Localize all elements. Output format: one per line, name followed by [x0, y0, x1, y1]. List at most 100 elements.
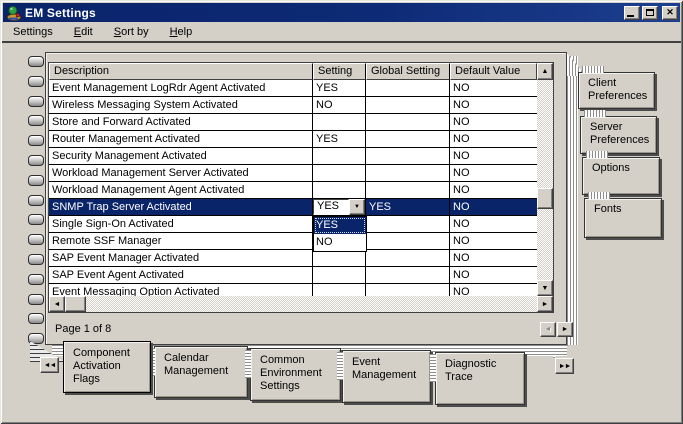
minimize-button[interactable] [624, 5, 640, 20]
bottom-tab-label: Calendar Management [164, 352, 229, 377]
vertical-scroll-track[interactable] [537, 80, 553, 280]
combo-option-yes[interactable]: YES [314, 217, 366, 234]
table-row: SAP Event Manager Activated NO [49, 250, 537, 267]
scroll-left-button[interactable]: ◄ [49, 296, 65, 312]
cell-default-value[interactable]: NO [453, 252, 470, 264]
setting-combo: YES ▼ [313, 199, 365, 215]
cell-global-setting[interactable] [366, 114, 450, 130]
cell-global-setting[interactable] [366, 250, 450, 266]
cell-default-value[interactable]: NO [453, 99, 470, 111]
cell-setting[interactable] [313, 165, 366, 181]
titlebar[interactable]: EM Settings ✕ [3, 3, 680, 22]
menu-item-sort-by[interactable]: Sort by [113, 25, 149, 38]
cell-global-setting[interactable] [366, 267, 450, 283]
menubar: Settings Edit Sort by Help [3, 22, 680, 41]
menu-item-help[interactable]: Help [169, 25, 193, 38]
cell-setting[interactable]: NO [313, 97, 366, 113]
scroll-right-corner-button[interactable]: ► [537, 296, 553, 312]
menu-item-edit[interactable]: Edit [73, 25, 93, 38]
column-header-global-setting[interactable]: Global Setting [366, 63, 450, 80]
cell-description[interactable]: SAP Event Agent Activated [49, 267, 313, 283]
scroll-right-icon: ► [541, 300, 549, 308]
cell-setting[interactable] [313, 250, 366, 266]
cell-description[interactable]: Single Sign-On Activated [49, 216, 313, 232]
column-header-description[interactable]: Description [49, 63, 313, 80]
cell-global-setting[interactable] [366, 182, 450, 198]
cell-default-value[interactable]: NO [453, 235, 470, 247]
tab-calendar-management[interactable]: Calendar Management [149, 346, 248, 398]
side-tab-client-preferences[interactable]: Client Preferences [578, 66, 655, 109]
cell-global-setting[interactable] [366, 148, 450, 164]
previous-page-button[interactable]: ◄ [540, 322, 556, 337]
tab-common-environment-settings[interactable]: Common Environment Settings [245, 348, 341, 401]
cell-global-setting[interactable] [366, 131, 450, 147]
cell-default-value[interactable]: NO [453, 184, 470, 196]
table-row: Store and Forward Activated NO [49, 114, 537, 131]
menu-item-settings[interactable]: Settings [13, 25, 53, 38]
cell-description[interactable]: SNMP Trap Server Activated [49, 199, 313, 215]
cell-description[interactable]: Security Management Activated [49, 148, 313, 164]
cell-global-setting[interactable] [366, 97, 450, 113]
setting-combo-value[interactable]: YES [313, 199, 349, 215]
scroll-tabs-left-button[interactable]: ◄◄ [40, 357, 59, 373]
side-tab-options[interactable]: Options [582, 151, 660, 195]
cell-setting[interactable] [313, 148, 366, 164]
side-tab-fonts[interactable]: Fonts [584, 192, 662, 238]
cell-setting[interactable]: YES [313, 80, 366, 96]
combo-option-no[interactable]: NO [314, 234, 366, 251]
horizontal-scroll-thumb[interactable] [65, 296, 86, 312]
scroll-up-button[interactable]: ▲ [537, 63, 553, 80]
cell-description[interactable]: Workload Management Server Activated [49, 165, 313, 181]
cell-default-value[interactable]: NO [453, 286, 470, 296]
cell-setting[interactable] [313, 267, 366, 283]
tab-diagnostic-trace[interactable]: Diagnostic Trace [430, 352, 525, 405]
cell-default-value[interactable]: NO [453, 150, 470, 162]
maximize-button[interactable] [642, 5, 658, 20]
horizontal-scroll-track[interactable] [65, 296, 537, 312]
cell-global-setting[interactable]: YES [366, 199, 450, 215]
cell-description[interactable]: Remote SSF Manager [49, 233, 313, 249]
cell-setting[interactable] [313, 114, 366, 130]
cell-default-value[interactable]: NO [453, 167, 470, 179]
next-page-button[interactable]: ► [557, 322, 573, 337]
column-header-default-value[interactable]: Default Value [450, 63, 537, 80]
scroll-down-button[interactable]: ▼ [537, 280, 553, 296]
cell-setting[interactable] [313, 284, 366, 296]
cell-description[interactable]: Workload Management Agent Activated [49, 182, 313, 198]
tab-event-management[interactable]: Event Management [337, 350, 431, 403]
cell-global-setting[interactable] [366, 80, 450, 96]
cell-description[interactable]: Router Management Activated [49, 131, 313, 147]
minimize-icon [627, 14, 634, 17]
cell-description[interactable]: SAP Event Manager Activated [49, 250, 313, 266]
cell-global-setting[interactable] [366, 165, 450, 181]
cell-description[interactable]: Wireless Messaging System Activated [49, 97, 313, 113]
tab-component-activation-flags[interactable]: Component Activation Flags [63, 341, 151, 393]
cell-default-value[interactable]: NO [453, 269, 470, 281]
bottom-tab-label: Common Environment Settings [260, 354, 322, 392]
cell-global-setting[interactable] [366, 233, 450, 249]
table-row: Workload Management Agent Activated NO [49, 182, 537, 199]
vertical-scroll-thumb[interactable] [537, 188, 553, 209]
cell-default-value[interactable]: NO [453, 218, 470, 230]
side-tab-server-preferences[interactable]: Server Preferences [580, 110, 657, 154]
cell-description[interactable]: Event Messaging Option Activated [49, 284, 313, 296]
close-button[interactable]: ✕ [662, 5, 678, 20]
cell-global-setting[interactable] [366, 284, 450, 296]
cell-setting[interactable]: YES ▼ [313, 199, 366, 215]
cell-global-setting[interactable] [366, 216, 450, 232]
cell-default-value[interactable]: NO [450, 199, 537, 215]
previous-page-icon: ◄ [544, 326, 552, 333]
column-header-setting[interactable]: Setting [313, 63, 366, 80]
scroll-tabs-right-button[interactable]: ►► [555, 358, 574, 374]
cell-default-value[interactable]: NO [453, 133, 470, 145]
cell-description[interactable]: Event Management LogRdr Agent Activated [49, 80, 313, 96]
cell-setting[interactable] [313, 182, 366, 198]
setting-dropdown-list: YES NO [313, 216, 367, 252]
setting-dropdown-button[interactable]: ▼ [349, 199, 365, 215]
cell-default-value[interactable]: NO [453, 116, 470, 128]
cell-default-value[interactable]: NO [453, 82, 470, 94]
cell-setting[interactable]: YES [313, 131, 366, 147]
binding-ring [28, 56, 44, 67]
cell-description[interactable]: Store and Forward Activated [49, 114, 313, 130]
